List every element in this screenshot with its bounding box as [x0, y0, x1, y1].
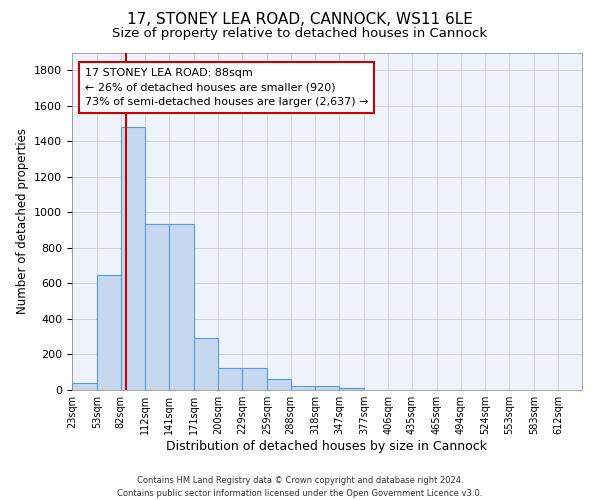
Text: 17, STONEY LEA ROAD, CANNOCK, WS11 6LE: 17, STONEY LEA ROAD, CANNOCK, WS11 6LE — [127, 12, 473, 28]
X-axis label: Distribution of detached houses by size in Cannock: Distribution of detached houses by size … — [167, 440, 487, 453]
Bar — [290, 386, 316, 390]
Text: 17 STONEY LEA ROAD: 88sqm
← 26% of detached houses are smaller (920)
73% of semi: 17 STONEY LEA ROAD: 88sqm ← 26% of detac… — [85, 68, 368, 108]
Bar — [97, 274, 121, 390]
Bar — [316, 386, 340, 390]
Y-axis label: Number of detached properties: Number of detached properties — [16, 128, 29, 314]
Bar — [169, 224, 194, 390]
Bar — [145, 224, 169, 390]
Bar — [267, 380, 290, 390]
Bar — [218, 368, 242, 390]
Text: Size of property relative to detached houses in Cannock: Size of property relative to detached ho… — [112, 28, 488, 40]
Text: Contains HM Land Registry data © Crown copyright and database right 2024.
Contai: Contains HM Land Registry data © Crown c… — [118, 476, 482, 498]
Bar — [121, 127, 145, 390]
Bar — [72, 383, 97, 390]
Bar — [194, 338, 218, 390]
Bar — [340, 388, 364, 390]
Bar — [242, 368, 267, 390]
